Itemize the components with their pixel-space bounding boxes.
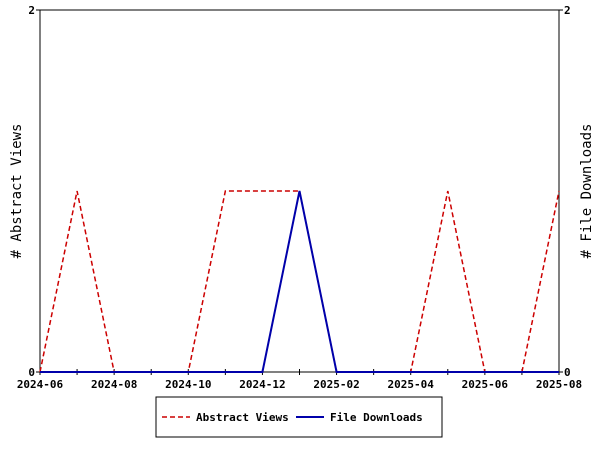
x-tick-label: 2025-06 — [462, 378, 509, 391]
x-tick-label: 2025-04 — [388, 378, 435, 391]
x-tick-label: 2024-12 — [239, 378, 285, 391]
y-tick-label: 2 — [28, 4, 35, 17]
file-downloads-line — [40, 190, 559, 373]
abstract-views-line — [39, 190, 560, 373]
y2-tick-label: 2 — [564, 4, 571, 17]
x-tick-label: 2025-02 — [313, 378, 359, 391]
x-tick-label: 2024-08 — [91, 378, 137, 391]
x-tick-label: 2024-06 — [17, 378, 64, 391]
legend-label: Abstract Views — [196, 411, 289, 424]
x-tick-label: 2024-10 — [165, 378, 211, 391]
legend-label: File Downloads — [330, 411, 423, 424]
x-tick-label: 2025-08 — [536, 378, 582, 391]
y-axis-title: # Abstract Views — [9, 124, 25, 259]
y-tick-label: 0 — [28, 366, 35, 379]
y2-axis-title: # File Downloads — [579, 124, 595, 259]
y2-tick-label: 0 — [564, 366, 571, 379]
